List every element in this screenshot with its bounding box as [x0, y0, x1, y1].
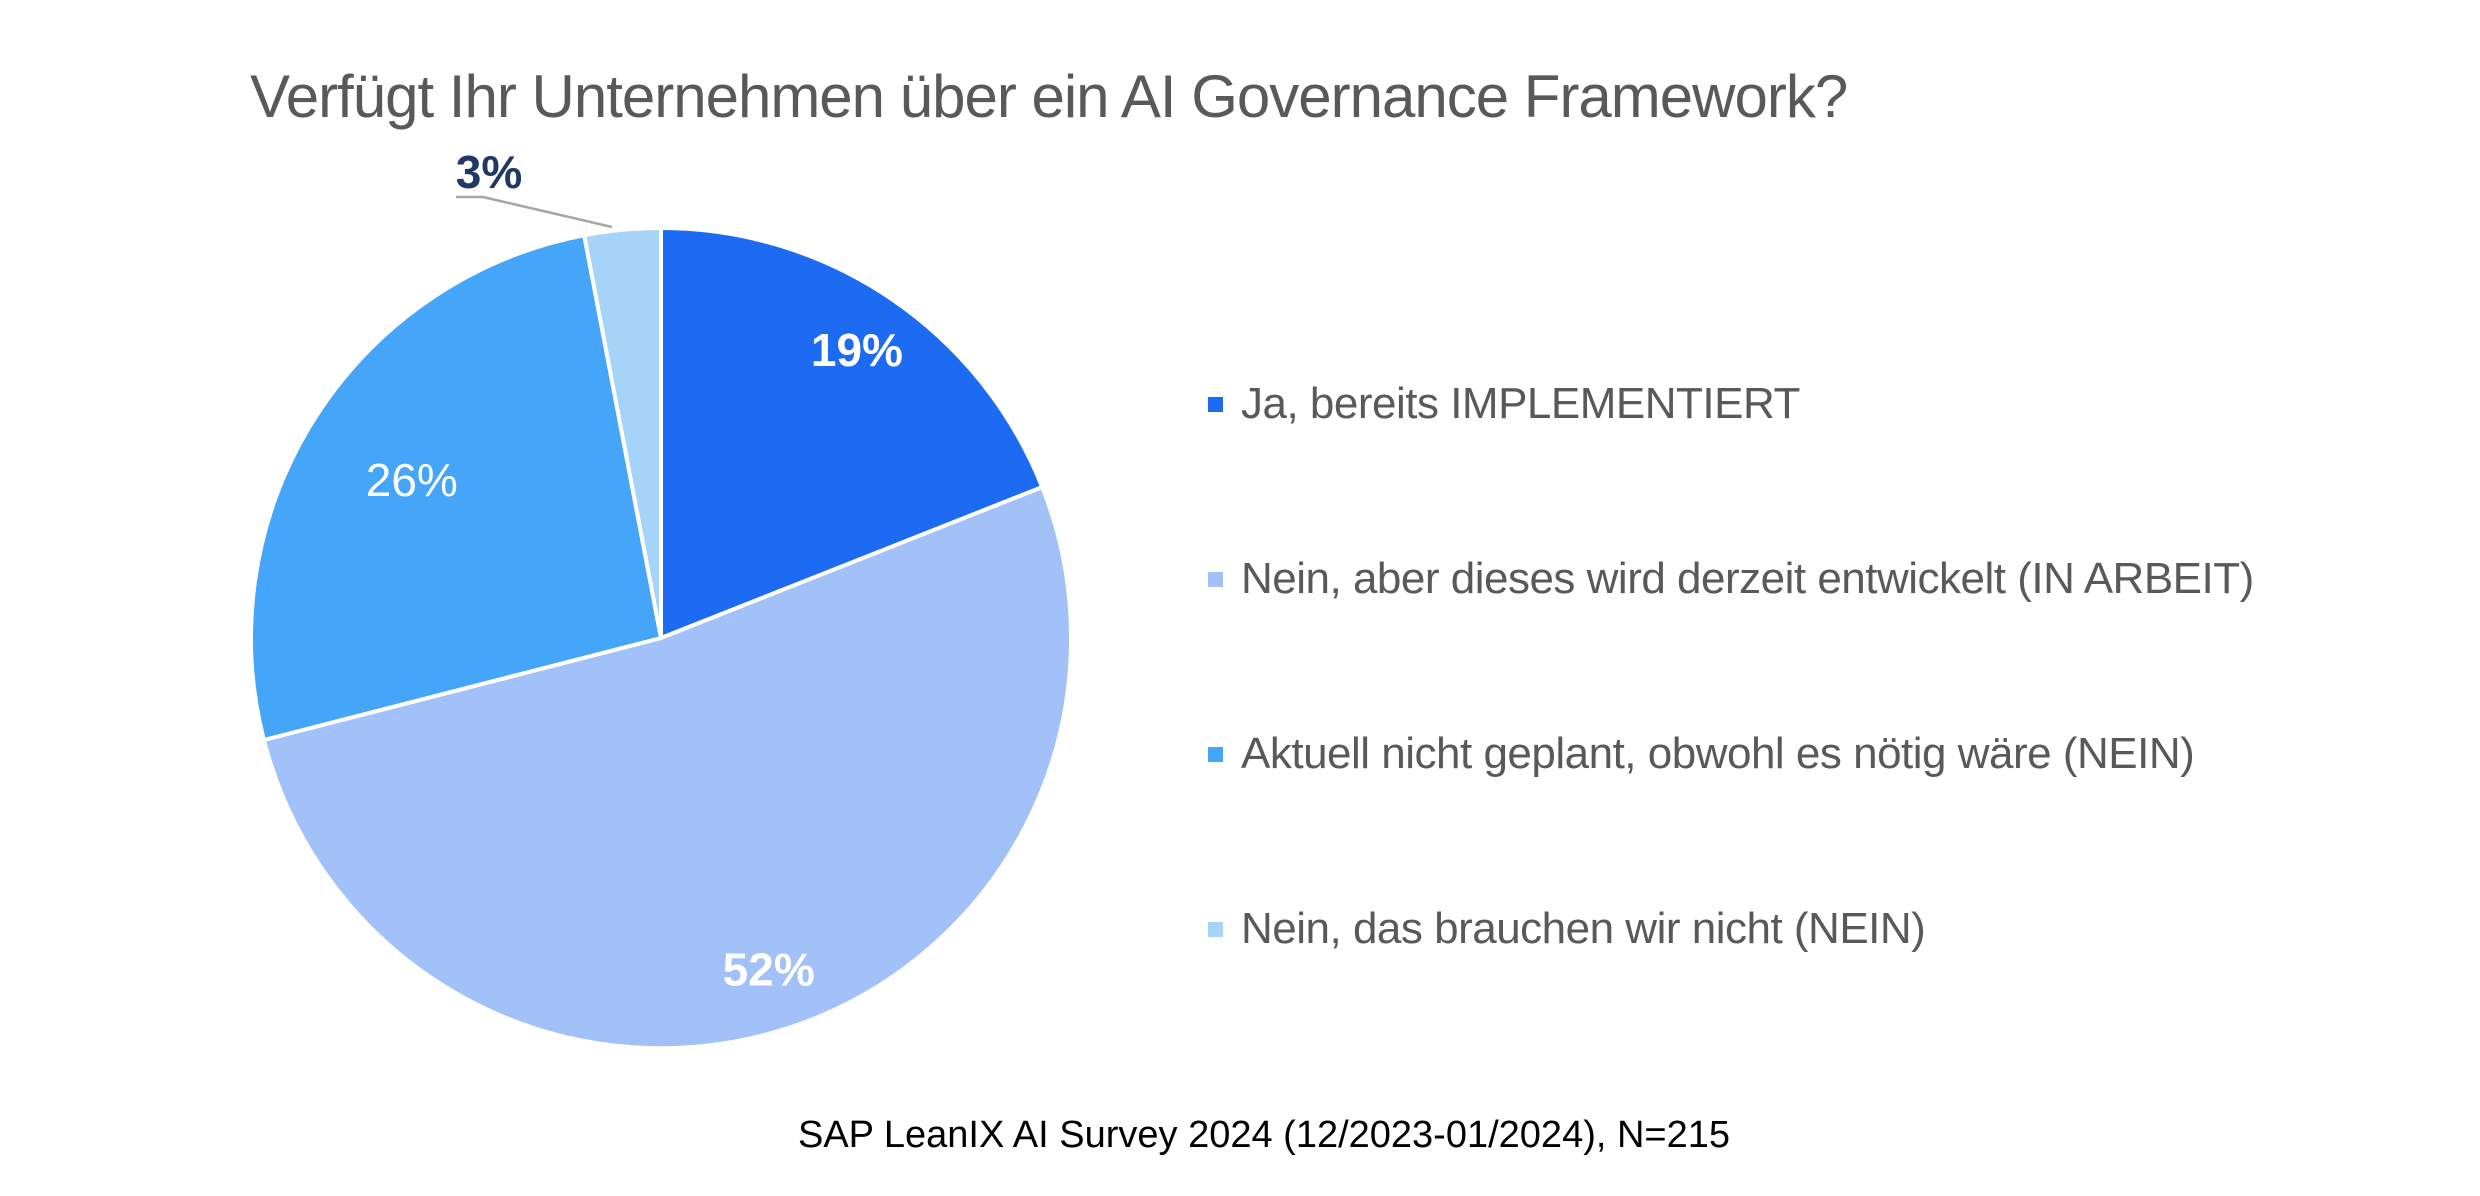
- chart-title: Verfügt Ihr Unternehmen über ein AI Gove…: [250, 63, 1848, 130]
- slice-value-label-2: 26%: [366, 454, 458, 506]
- slice-value-label-0: 19%: [811, 324, 903, 376]
- pie-slice-2: [249, 233, 663, 742]
- pie-slice-3: [582, 226, 663, 640]
- slice-value-label-1: 52%: [723, 943, 815, 995]
- pie-slice-0: [659, 226, 1045, 640]
- slice-value-label-3: 3%: [456, 146, 522, 198]
- label-leader-line: [456, 195, 613, 229]
- source-note: SAP LeanIX AI Survey 2024 (12/2023-01/20…: [797, 1114, 1731, 1156]
- pie-slice-1: [261, 485, 1074, 1051]
